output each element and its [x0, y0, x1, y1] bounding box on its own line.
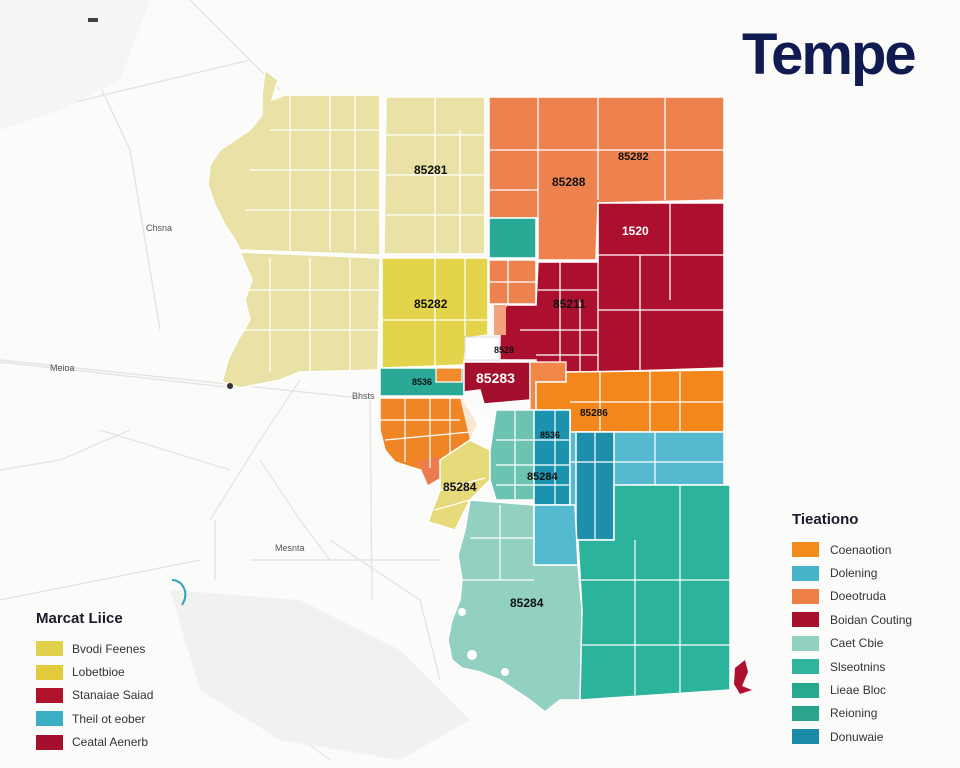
legend-swatch	[792, 659, 819, 675]
legend-swatch	[36, 734, 63, 750]
legend-item: Slseotnins	[792, 655, 912, 678]
zip-label: 85281	[414, 163, 448, 177]
map-details	[88, 18, 752, 694]
legend-label: Lieae Bloc	[830, 683, 887, 698]
zip-label: 85284	[527, 471, 558, 483]
legend-swatch	[792, 729, 819, 745]
legend-item: Theil ot eober	[36, 707, 153, 730]
legend-left: Marcat Liice Bvodi Feenes Lobetbioe Stan…	[36, 610, 153, 754]
legend-item: Stanaiae Saiad	[36, 684, 153, 707]
legend-label: Bvodi Feenes	[72, 641, 146, 656]
grid-orange-ne	[489, 97, 724, 304]
legend-left-title: Marcat Liice	[36, 610, 123, 627]
legend-swatch	[36, 641, 63, 657]
legend-item: Doeotruda	[792, 585, 912, 608]
legend-label: Slseotnins	[830, 659, 886, 674]
place-label: Meioa	[50, 363, 75, 373]
legend-swatch	[792, 542, 819, 558]
grid-yellow	[382, 258, 488, 366]
legend-swatch	[36, 711, 63, 727]
legend-label: Theil ot eober	[72, 711, 146, 726]
zip-label: 85283	[476, 370, 515, 386]
legend-label: Donuwaie	[830, 729, 884, 744]
legend-right-title: Tieationo	[792, 511, 859, 528]
zip-label: 85282	[414, 297, 448, 311]
place-label: Mesnta	[275, 543, 305, 553]
legend-label: Ceatal Aenerb	[72, 735, 149, 750]
background-shading	[0, 0, 470, 760]
legend-label: Dolening	[830, 566, 878, 581]
zip-label: 8536	[540, 430, 560, 440]
legend-label: Boidan Couting	[830, 612, 913, 627]
grid-crimson	[520, 203, 724, 372]
legend-item: Dolening	[792, 561, 912, 584]
place-labels: Chsna Meioa Bhsts Mesnta	[50, 223, 375, 553]
grid-orange-west	[380, 398, 471, 468]
grid-teal-se	[580, 485, 730, 695]
grid-light-teal-south	[462, 505, 534, 581]
region-teal-center	[489, 409, 725, 541]
zip-labels: 85281 85288 85282 85282 1520 85211 85283…	[412, 151, 649, 610]
legend-right: Tieationo Coenaotion Dolening Doeotruda …	[792, 511, 912, 749]
legend-swatch	[792, 682, 819, 698]
legend-item: Coenaotion	[792, 538, 912, 561]
legend-item: Reioning	[792, 702, 912, 725]
legend-item: Lieae Bloc	[792, 678, 912, 701]
legend-swatch	[792, 565, 819, 581]
zip-label: 85284	[443, 480, 477, 494]
legend-swatch	[36, 687, 63, 703]
zip-label: 85282	[618, 151, 649, 163]
grid-yellow-tail	[434, 477, 486, 511]
zip-label: 1520	[622, 224, 649, 238]
legend-label: Doeotruda	[830, 589, 887, 604]
legend-label: Coenaotion	[830, 542, 892, 557]
legend-label: Caet Cbie	[830, 636, 884, 651]
legend-label: Lobetbioe	[72, 665, 125, 680]
legend-item: Lobetbioe	[36, 660, 153, 683]
legend-item: Donuwaie	[792, 725, 912, 748]
region-light-teal-south	[447, 499, 583, 713]
legend-item: Bvodi Feenes	[36, 637, 153, 660]
legend-label: Reioning	[830, 706, 878, 721]
grid-orange-band	[570, 372, 724, 432]
legend-item: Caet Cbie	[792, 632, 912, 655]
place-label: Bhsts	[352, 391, 375, 401]
map-title: Tempe	[742, 22, 917, 87]
legend-swatch	[792, 612, 819, 628]
zip-label: 85288	[552, 175, 586, 189]
place-label: Chsna	[146, 223, 172, 233]
legend-item: Ceatal Aenerb	[36, 731, 153, 754]
legend-swatch	[36, 664, 63, 680]
region-crimson	[499, 202, 725, 383]
legend-item: Boidan Couting	[792, 608, 912, 631]
region-center-pieces	[379, 305, 567, 411]
legend-label: Stanaiae Saiad	[72, 688, 154, 703]
zip-label: 85284	[510, 596, 544, 610]
zip-label: 85211	[553, 297, 586, 311]
legend-swatch	[792, 705, 819, 721]
zip-label: 8536	[412, 377, 432, 387]
grid-teal-center	[496, 410, 724, 540]
zip-label: 8528	[494, 345, 514, 355]
region-teal-se	[577, 484, 731, 701]
legend-swatch	[792, 635, 819, 651]
legend-swatch	[792, 588, 819, 604]
zip-label: 85286	[580, 408, 608, 419]
grid-pale-yellow	[245, 95, 485, 372]
